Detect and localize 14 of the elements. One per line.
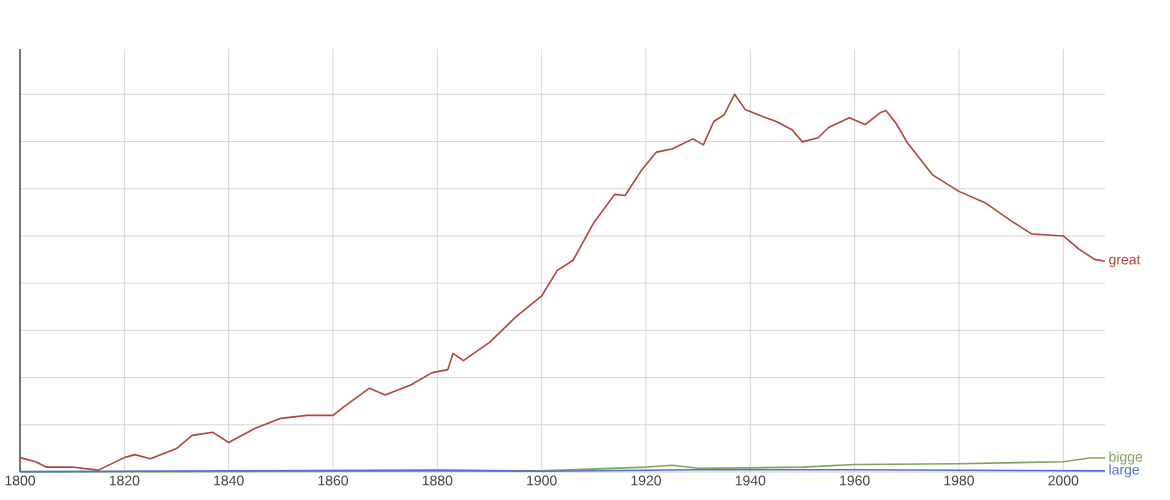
x-tick-label: 1840 [214,475,244,486]
x-tick-label: 1980 [944,475,974,486]
x-tick-label: 1800 [5,475,36,486]
x-tick-label: 1940 [735,475,766,486]
x-tick-label: 2000 [1048,475,1079,486]
x-tick-label: 1900 [527,475,557,486]
series-label: large [1109,464,1140,478]
x-tick-label: 1860 [318,475,349,486]
series-label: great [1109,255,1141,268]
x-tick-label: 1880 [422,475,453,486]
series-label: bigge [1109,451,1143,465]
x-tick-label: 1820 [109,475,140,486]
x-tick-label: 1920 [631,475,661,486]
x-tick-label: 1960 [840,475,870,486]
